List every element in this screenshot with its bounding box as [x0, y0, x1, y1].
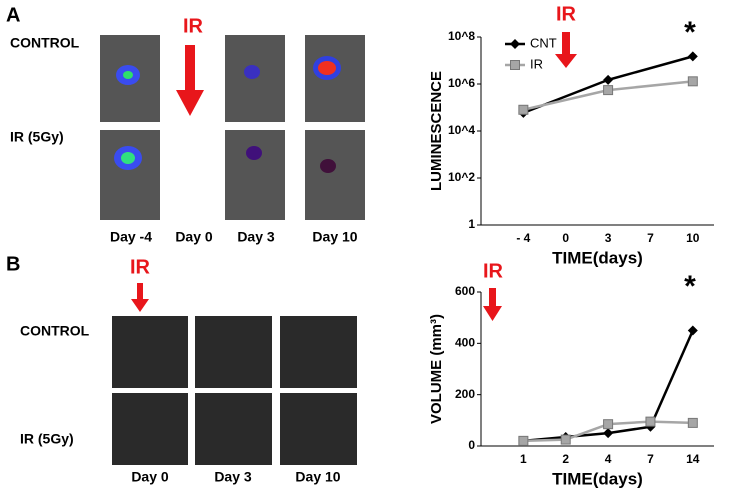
marker	[645, 416, 656, 427]
line-segment	[650, 420, 693, 425]
day-label: Day 0	[131, 469, 169, 485]
y-tick-label: 600	[455, 284, 475, 298]
legend-label: IR	[530, 56, 543, 71]
y-tick-label: 400	[455, 336, 475, 350]
day-label: Day 0	[175, 229, 213, 245]
marker	[687, 325, 698, 336]
x-tick-label: 3	[605, 231, 612, 245]
x-tick-label: - 4	[516, 231, 530, 245]
marker	[603, 85, 614, 96]
row-label: CONTROL	[10, 35, 80, 51]
panel-label: A	[6, 4, 20, 26]
x-tick-label: 0	[562, 231, 569, 245]
marker	[560, 434, 571, 445]
panel-label: B	[6, 253, 20, 275]
annotation: IR	[483, 260, 504, 282]
day-label: Day 10	[312, 229, 357, 245]
marker	[518, 435, 529, 446]
arrows	[131, 32, 577, 321]
marker	[518, 104, 529, 115]
line-segment	[523, 438, 566, 443]
line-segment	[565, 423, 609, 441]
y-tick-label: 0	[468, 438, 475, 452]
marker	[603, 419, 614, 430]
ir-label: IR	[183, 15, 204, 37]
legend-marker	[510, 39, 520, 49]
x-tick-label: 7	[647, 231, 654, 245]
x-axis-label: TIME(days)	[552, 469, 643, 488]
day-label: Day -4	[110, 229, 152, 245]
x-tick-label: 1	[520, 452, 527, 466]
y-tick-label: 1	[468, 217, 475, 231]
day-label: Day 3	[214, 469, 252, 485]
annotation: *	[684, 16, 696, 49]
x-tick-label: 10	[686, 231, 700, 245]
day-label: Day 10	[295, 469, 340, 485]
annotation: IR	[556, 3, 577, 25]
legend-label: CNT	[530, 35, 557, 50]
annotation: *	[684, 270, 696, 303]
ir-label: IR	[130, 256, 151, 278]
y-tick-label: 10^2	[448, 170, 475, 184]
marker	[687, 76, 698, 87]
day-label: Day 3	[237, 229, 275, 245]
y-tick-label: 10^4	[448, 123, 475, 137]
x-tick-label: 7	[647, 452, 654, 466]
x-tick-label: 14	[686, 452, 700, 466]
line-segment	[607, 80, 693, 92]
row-label: IR (5Gy)	[10, 129, 64, 145]
x-tick-label: 4	[605, 452, 612, 466]
line-segment	[607, 425, 651, 435]
marker	[687, 417, 698, 428]
line-segment	[607, 55, 694, 82]
row-label: CONTROL	[20, 323, 90, 339]
x-axis-label: TIME(days)	[552, 248, 643, 267]
legend-marker	[510, 60, 520, 70]
line-segment	[649, 329, 694, 428]
x-tick-label: 2	[562, 452, 569, 466]
y-tick-label: 10^8	[448, 29, 475, 43]
images	[100, 35, 365, 465]
y-tick-label: 10^6	[448, 76, 475, 90]
y-axis-label: VOLUME (mm³)	[428, 314, 445, 424]
y-tick-label: 200	[455, 387, 475, 401]
marker	[687, 51, 698, 62]
line-segment	[523, 88, 609, 111]
row-label: IR (5Gy)	[20, 431, 74, 447]
marker	[603, 428, 614, 439]
y-axis-label: LUMINESCENCE	[428, 71, 445, 191]
line-segment	[608, 420, 651, 426]
marker	[603, 74, 614, 85]
